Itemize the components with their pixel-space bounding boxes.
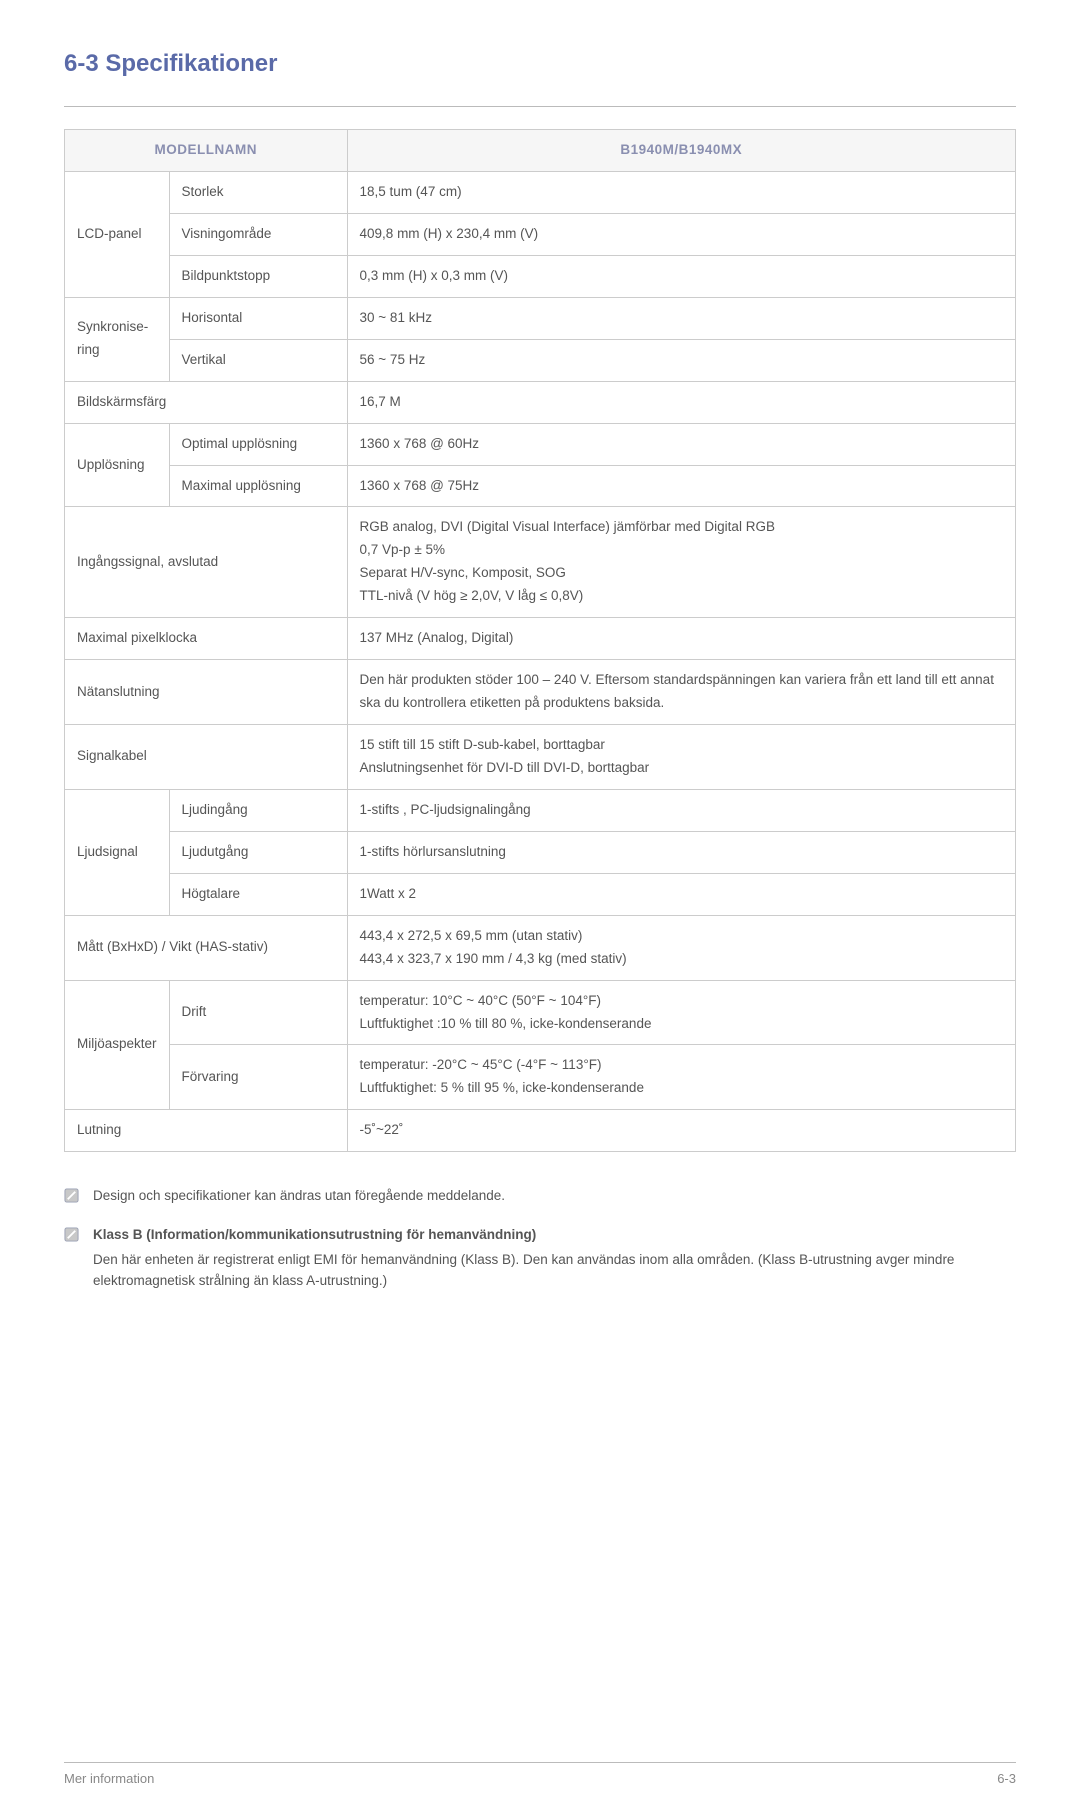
footer-left: Mer information [64,1771,154,1786]
spec-subcategory-cell: Optimal upplösning [169,423,347,465]
table-row: Maximal upplösning1360 x 768 @ 75Hz [65,465,1016,507]
table-row: Bildskärmsfärg16,7 M [65,381,1016,423]
spec-category-cell: Signalkabel [65,725,348,790]
spec-category-cell: Ljudsignal [65,789,170,915]
table-header-right: B1940M/B1940MX [347,130,1015,172]
spec-value-cell: 16,7 M [347,381,1015,423]
spec-subcategory-cell: Vertikal [169,339,347,381]
spec-subcategory-cell: Visningområde [169,213,347,255]
spec-subcategory-cell: Storlek [169,171,347,213]
heading-rule [64,106,1016,107]
spec-value-cell: Den här produkten stöder 100 – 240 V. Ef… [347,660,1015,725]
section-heading: 6-3 Specifikationer [64,50,1016,78]
note-icon-wrap [64,1227,79,1242]
spec-category-cell: Miljöaspekter [65,980,170,1110]
spec-value-cell: 30 ~ 81 kHz [347,297,1015,339]
table-row: UpplösningOptimal upplösning1360 x 768 @… [65,423,1016,465]
footer-right: 6-3 [997,1771,1016,1786]
table-row: LjudsignalLjudingång1-stifts , PC-ljudsi… [65,789,1016,831]
spec-category-cell: Upplösning [65,423,170,507]
spec-subcategory-cell: Horisontal [169,297,347,339]
table-row: Synkronise-ringHorisontal30 ~ 81 kHz [65,297,1016,339]
spec-category-cell: Mått (BxHxD) / Vikt (HAS-stativ) [65,915,348,980]
footer-rule [64,1762,1016,1763]
table-header-left: MODELLNAMN [65,130,348,172]
spec-value-cell: RGB analog, DVI (Digital Visual Interfac… [347,507,1015,618]
notes-section: Design och specifikationer kan ändras ut… [64,1186,1016,1292]
spec-value-cell: 1360 x 768 @ 75Hz [347,465,1015,507]
spec-value-cell: 56 ~ 75 Hz [347,339,1015,381]
spec-value-cell: 1-stifts hörlursanslutning [347,831,1015,873]
table-row: Visningområde409,8 mm (H) x 230,4 mm (V) [65,213,1016,255]
spec-value-cell: 1-stifts , PC-ljudsignalingång [347,789,1015,831]
note-body: Design och specifikationer kan ändras ut… [93,1186,1016,1207]
table-row: Högtalare1Watt x 2 [65,873,1016,915]
table-row: Bildpunktstopp0,3 mm (H) x 0,3 mm (V) [65,255,1016,297]
spec-subcategory-cell: Bildpunktstopp [169,255,347,297]
spec-value-cell: temperatur: 10°C ~ 40°C (50°F ~ 104°F)Lu… [347,980,1015,1045]
spec-category-cell: Nätanslutning [65,660,348,725]
spec-value-cell: 18,5 tum (47 cm) [347,171,1015,213]
spec-subcategory-cell: Ljudutgång [169,831,347,873]
spec-subcategory-cell: Förvaring [169,1045,347,1110]
info-icon [64,1227,79,1242]
table-row: Vertikal56 ~ 75 Hz [65,339,1016,381]
spec-subcategory-cell: Maximal upplösning [169,465,347,507]
spec-value-cell: 443,4 x 272,5 x 69,5 mm (utan stativ)443… [347,915,1015,980]
table-row: Ingångssignal, avslutadRGB analog, DVI (… [65,507,1016,618]
spec-value-cell: temperatur: -20°C ~ 45°C (-4°F ~ 113°F)L… [347,1045,1015,1110]
spec-value-cell: 137 MHz (Analog, Digital) [347,618,1015,660]
note-bold-title: Klass B (Information/kommunikationsutrus… [93,1225,1016,1246]
spec-value-cell: 1360 x 768 @ 60Hz [347,423,1015,465]
table-row: Mått (BxHxD) / Vikt (HAS-stativ)443,4 x … [65,915,1016,980]
table-row: Signalkabel15 stift till 15 stift D-sub-… [65,725,1016,790]
note-row: Design och specifikationer kan ändras ut… [64,1186,1016,1207]
table-row: Förvaringtemperatur: -20°C ~ 45°C (-4°F … [65,1045,1016,1110]
spec-value-cell: -5˚~22˚ [347,1110,1015,1152]
spec-category-cell: LCD-panel [65,171,170,297]
spec-category-cell: Maximal pixelklocka [65,618,348,660]
spec-value-cell: 0,3 mm (H) x 0,3 mm (V) [347,255,1015,297]
table-row: Ljudutgång1-stifts hörlursanslutning [65,831,1016,873]
note-text: Design och specifikationer kan ändras ut… [93,1188,505,1203]
spec-subcategory-cell: Drift [169,980,347,1045]
spec-category-cell: Synkronise-ring [65,297,170,381]
page-footer: Mer information 6-3 [64,1762,1016,1786]
info-icon [64,1188,79,1203]
spec-category-cell: Ingångssignal, avslutad [65,507,348,618]
specifications-table: MODELLNAMN B1940M/B1940MX LCD-panelStorl… [64,129,1016,1152]
spec-category-cell: Lutning [65,1110,348,1152]
spec-category-cell: Bildskärmsfärg [65,381,348,423]
spec-subcategory-cell: Ljudingång [169,789,347,831]
note-body: Klass B (Information/kommunikationsutrus… [93,1225,1016,1292]
table-row: LCD-panelStorlek18,5 tum (47 cm) [65,171,1016,213]
table-row: MiljöaspekterDrifttemperatur: 10°C ~ 40°… [65,980,1016,1045]
table-row: Lutning-5˚~22˚ [65,1110,1016,1152]
note-row: Klass B (Information/kommunikationsutrus… [64,1225,1016,1292]
note-text: Den här enheten är registrerat enligt EM… [93,1252,954,1288]
spec-value-cell: 15 stift till 15 stift D-sub-kabel, bort… [347,725,1015,790]
table-row: NätanslutningDen här produkten stöder 10… [65,660,1016,725]
note-icon-wrap [64,1188,79,1203]
spec-value-cell: 1Watt x 2 [347,873,1015,915]
spec-value-cell: 409,8 mm (H) x 230,4 mm (V) [347,213,1015,255]
table-row: Maximal pixelklocka137 MHz (Analog, Digi… [65,618,1016,660]
spec-subcategory-cell: Högtalare [169,873,347,915]
